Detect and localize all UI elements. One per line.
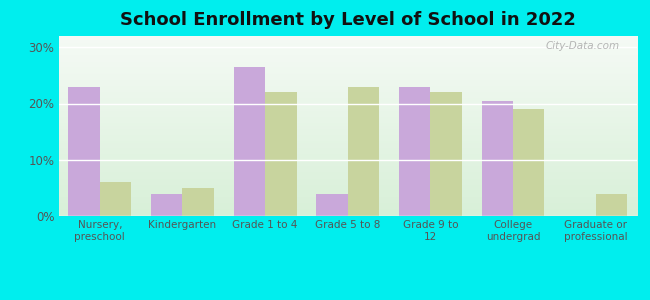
Bar <box>265 92 296 216</box>
Title: School Enrollment by Level of School in 2022: School Enrollment by Level of School in … <box>120 11 576 29</box>
Bar <box>348 87 379 216</box>
Bar <box>68 87 100 216</box>
Bar <box>234 67 265 216</box>
Bar <box>151 194 183 216</box>
Bar <box>595 194 627 216</box>
Bar <box>317 194 348 216</box>
Legend: Zip code 72413, Arkansas: Zip code 72413, Arkansas <box>242 296 454 300</box>
Bar <box>100 182 131 216</box>
Bar <box>430 92 461 216</box>
Bar <box>513 109 545 216</box>
Bar <box>183 188 214 216</box>
Bar <box>399 87 430 216</box>
Text: City-Data.com: City-Data.com <box>545 41 619 51</box>
Bar <box>482 101 513 216</box>
